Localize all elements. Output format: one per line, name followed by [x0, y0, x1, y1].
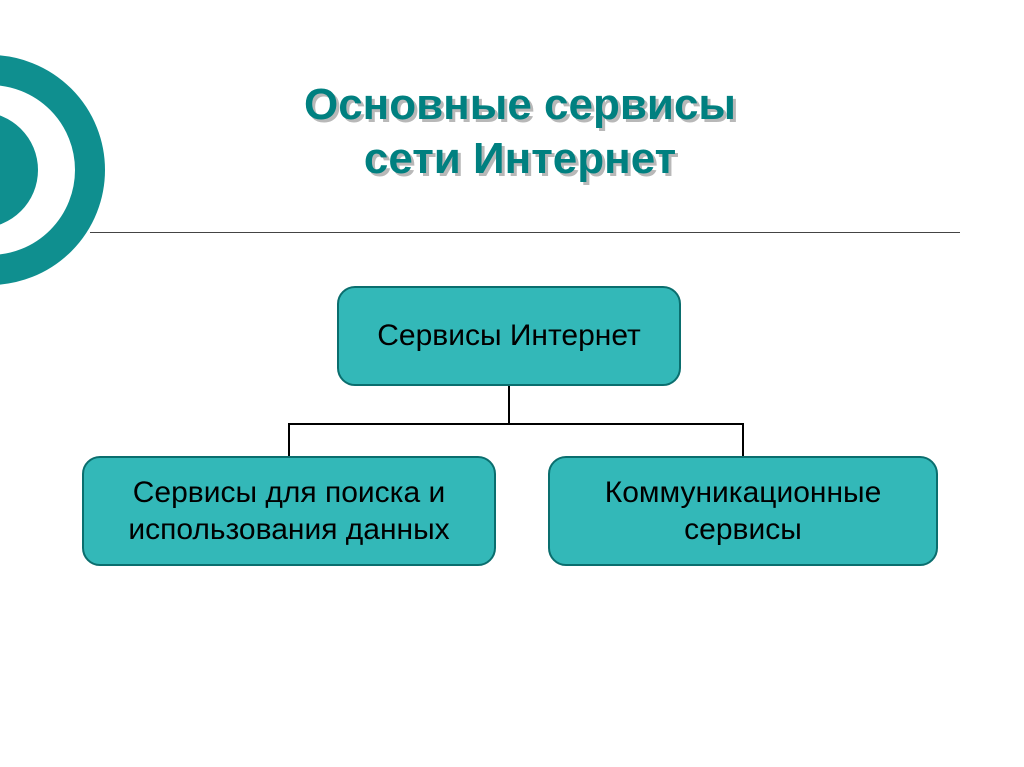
slide-title: Основные сервисы сети Интернет — [210, 78, 830, 186]
node-left-label: Сервисы для поиска ииспользования данных — [128, 474, 449, 549]
connector-root-down — [508, 386, 510, 424]
node-right-label: Коммуникационныесервисы — [605, 474, 882, 549]
node-left: Сервисы для поиска ииспользования данных — [82, 456, 496, 566]
title-line1: Основные сервисы — [210, 78, 830, 132]
node-root: Сервисы Интернет — [337, 286, 681, 386]
connector-left-down — [288, 424, 290, 456]
node-right: Коммуникационныесервисы — [548, 456, 938, 566]
connector-bus — [288, 423, 744, 425]
connector-right-down — [742, 424, 744, 456]
title-underline — [90, 232, 960, 233]
node-root-label: Сервисы Интернет — [377, 317, 641, 355]
title-line2: сети Интернет — [210, 132, 830, 186]
